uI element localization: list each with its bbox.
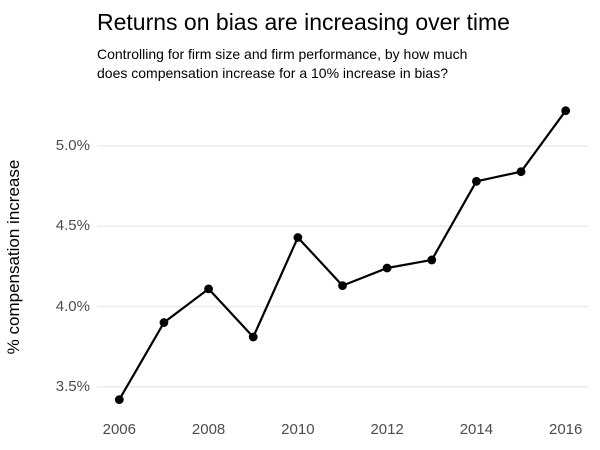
data-point-2006	[114, 395, 124, 404]
data-point-2013	[427, 255, 437, 265]
y-tick-label-5.0%: 5.0%	[55, 137, 90, 154]
data-point-2015	[516, 167, 526, 177]
x-tick-label-2010: 2010	[281, 421, 315, 438]
y-tick-label-4.5%: 4.5%	[55, 217, 90, 235]
data-point-2007	[159, 318, 169, 327]
data-line	[118, 109, 567, 401]
data-point-2016	[561, 106, 571, 116]
y-tick-label-4.0%: 4.0%	[55, 297, 90, 315]
data-point-2012	[382, 263, 392, 273]
chart-subtitle: Controlling for firm size and firm perfo…	[97, 46, 468, 81]
data-point-2010	[293, 233, 303, 242]
data-point-2014	[472, 176, 481, 186]
x-tick-label-2016: 2016	[548, 421, 583, 438]
y-tick-label-3.5%: 3.5%	[55, 377, 90, 395]
data-point-2011	[338, 281, 347, 291]
data-point-2009	[248, 332, 258, 342]
x-tick-label-2014: 2014	[459, 421, 494, 438]
x-tick-label-2006: 2006	[102, 421, 136, 438]
x-tick-label-2012: 2012	[370, 421, 404, 438]
chart-title: Returns on bias are increasing over time	[97, 9, 510, 35]
data-point-2008	[204, 284, 213, 294]
x-tick-label-2008: 2008	[191, 421, 226, 438]
